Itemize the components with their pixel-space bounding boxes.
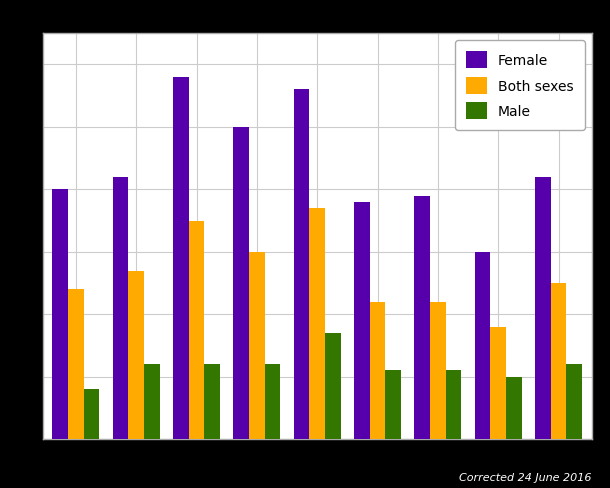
Bar	[566, 365, 582, 439]
Legend: Female, Both sexes, Male: Female, Both sexes, Male	[455, 41, 585, 131]
Bar	[490, 327, 506, 439]
Bar	[234, 128, 249, 439]
Bar	[551, 284, 566, 439]
Bar	[68, 290, 84, 439]
Bar	[475, 252, 490, 439]
Bar	[144, 365, 160, 439]
Bar	[370, 302, 386, 439]
Bar	[249, 252, 265, 439]
Bar	[354, 203, 370, 439]
Bar	[535, 178, 551, 439]
Bar	[325, 333, 341, 439]
Text: Corrected 24 June 2016: Corrected 24 June 2016	[459, 472, 592, 482]
Bar	[173, 78, 188, 439]
Bar	[113, 178, 128, 439]
Bar	[293, 90, 309, 439]
Bar	[309, 209, 325, 439]
Bar	[446, 371, 461, 439]
Bar	[506, 377, 522, 439]
Bar	[386, 371, 401, 439]
Bar	[84, 389, 99, 439]
Bar	[414, 196, 430, 439]
Bar	[188, 221, 204, 439]
Bar	[265, 365, 281, 439]
Bar	[204, 365, 220, 439]
Bar	[430, 302, 446, 439]
Bar	[128, 271, 144, 439]
Bar	[52, 190, 68, 439]
